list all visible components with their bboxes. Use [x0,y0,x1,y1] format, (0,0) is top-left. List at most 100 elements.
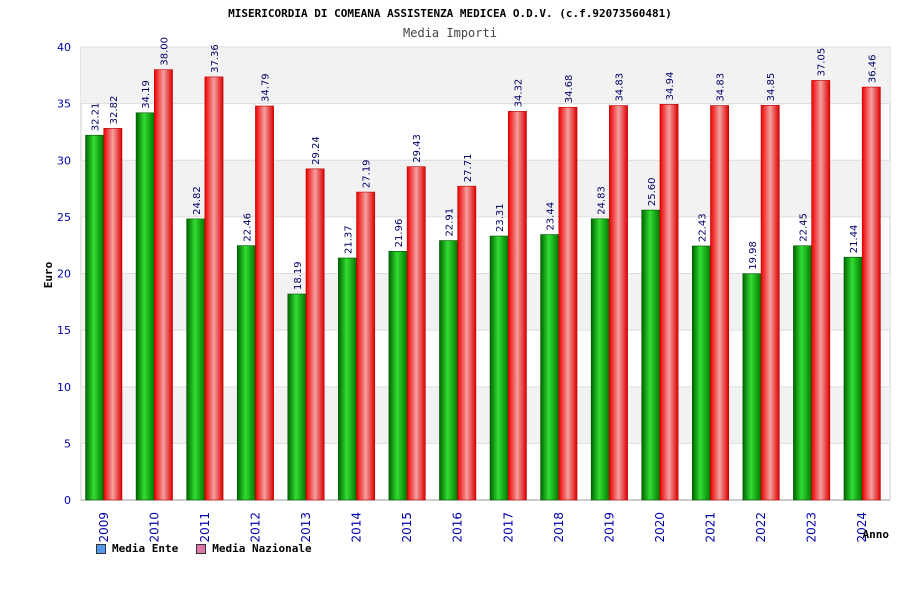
bar-media-ente [692,245,711,501]
value-label: 22.45 [799,213,810,242]
value-label: 23.31 [495,203,506,232]
value-label: 27.71 [463,154,474,183]
value-labels: 32.21 32.82 34.19 38.00 24.82 37.36 22.46 34.79… [91,37,879,290]
bar-media-ente [540,234,560,501]
chart-subtitle: Media Importi [403,26,497,40]
bar-media-ente [793,245,812,501]
bar-media-ente [641,209,661,501]
value-label: 21.37 [343,225,354,254]
value-label: 34.79 [261,73,272,102]
bar-media-nazionale [659,104,679,501]
value-label: 25.60 [647,177,658,206]
value-label: 38.00 [159,37,170,66]
value-label: 34.32 [513,79,524,108]
bar-media-nazionale [609,105,628,501]
value-label: 22.43 [697,213,708,242]
value-label: 29.43 [412,134,423,163]
legend-item-ente: Media Ente [96,542,178,555]
value-label: 34.83 [716,73,727,102]
bar-media-nazionale [811,80,831,501]
bar-media-nazionale [305,168,325,501]
value-label: 24.83 [596,186,607,215]
x-tick-label: 2010 [147,512,161,543]
value-label: 34.68 [564,75,575,104]
value-label: 34.83 [614,73,625,102]
x-tick-label: 2021 [704,512,718,543]
value-label: 23.44 [546,202,557,231]
bar-media-ente [742,273,762,501]
value-label: 18.19 [293,261,304,290]
x-tick-label: 2012 [248,512,262,543]
x-tick-label: 2014 [350,512,364,543]
y-tick-label: 25 [57,211,71,224]
legend-label-nazionale: Media Nazionale [212,542,312,555]
value-label: 21.44 [849,225,860,254]
x-tick-label: 2022 [754,512,768,543]
bar-media-nazionale [710,105,730,501]
bar-media-ente [287,293,307,501]
bar-media-ente [236,245,256,501]
bar-media-nazionale [507,111,527,501]
x-tick-label: 2023 [805,512,819,543]
y-tick-label: 40 [57,41,71,54]
y-axis-label: Euro [42,261,55,288]
value-label: 21.96 [394,219,405,248]
value-label: 22.91 [445,208,456,237]
bar-media-nazionale [558,106,578,501]
y-tick-label: 10 [57,381,71,394]
x-tick-label: 2015 [400,512,414,543]
y-tick-label: 5 [64,437,71,450]
chart-title: MISERICORDIA DI COMEANA ASSISTENZA MEDIC… [228,7,672,20]
value-label: 37.05 [817,48,828,77]
value-label: 29.24 [311,136,322,165]
value-label: 27.19 [362,159,373,188]
y-tick-labels: 0 5 10 15 20 25 30 35 40 [57,41,71,507]
value-label: 34.85 [766,73,777,102]
value-label: 22.46 [242,213,253,242]
value-label: 32.21 [91,103,102,132]
bar-media-ente [186,218,206,501]
bar-media-ente [338,257,357,501]
value-label: 32.82 [109,96,120,125]
y-tick-label: 0 [64,494,71,507]
x-tick-label: 2020 [653,512,667,543]
legend-swatch-nazionale [196,543,207,554]
y-tick-label: 20 [57,268,71,281]
bar-media-nazionale [760,105,780,501]
bar-media-ente [135,112,155,501]
bar-media-ente [439,240,458,501]
legend-label-ente: Media Ente [112,542,179,555]
value-label: 19.98 [748,241,759,270]
x-tick-label: 2009 [97,512,111,543]
y-tick-label: 35 [57,98,71,111]
value-label: 34.94 [665,72,676,101]
bar-media-nazionale [255,105,274,501]
x-tick-label: 2019 [602,512,616,543]
bar-media-nazionale [356,191,376,501]
value-label: 34.19 [141,80,152,109]
x-axis-label: Anno [863,528,890,541]
bar-media-nazionale [861,86,881,501]
legend-swatch-ente [96,543,106,554]
x-tick-label: 2018 [552,512,566,543]
bar-media-ente [590,218,610,501]
value-label: 36.46 [867,54,878,83]
x-tick-label: 2013 [299,512,313,543]
bars [85,69,881,501]
y-tick-label: 15 [57,324,71,337]
bar-media-nazionale [457,185,477,501]
bar-media-nazionale [103,128,123,501]
x-tick-label: 2017 [501,512,515,543]
y-tick-label: 30 [57,154,71,167]
bar-media-nazionale [204,76,224,501]
bar-media-ente [388,251,408,501]
value-label: 37.36 [210,44,221,73]
bar-media-nazionale [406,166,426,501]
x-tick-label: 2024 [855,512,869,543]
bar-media-ente [843,256,863,501]
value-label: 24.82 [192,186,203,215]
legend: Media Ente Media Nazionale [96,542,312,555]
bar-media-nazionale [154,69,173,501]
x-tick-label: 2011 [198,512,212,543]
